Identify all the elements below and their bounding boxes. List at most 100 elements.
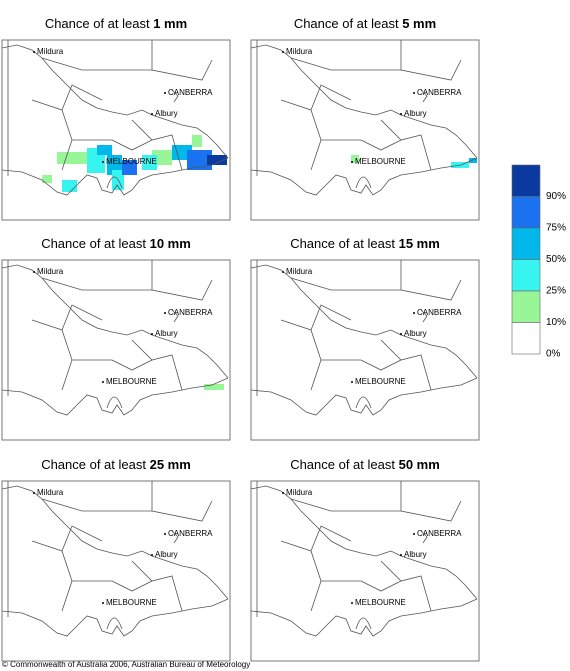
map: Mildura CANBERRA Albury MELBOURNE (1, 480, 231, 662)
boundary (106, 176, 123, 189)
boundary (400, 481, 462, 522)
panel-title: Chance of at least 10 mm (41, 236, 191, 251)
place-label: Mildura (37, 488, 64, 497)
place-dot (413, 533, 415, 535)
boundary (61, 84, 103, 111)
boundary (61, 359, 73, 391)
boundary (250, 44, 478, 159)
legend-label: 90% (546, 191, 566, 202)
boundary (151, 260, 213, 301)
map: Mildura CANBERRA Albury MELBOURNE (1, 39, 231, 221)
place-label: CANBERRA (168, 88, 213, 97)
place-label: MELBOURNE (106, 598, 157, 607)
legend-swatch (511, 290, 541, 323)
boundary (1, 377, 229, 416)
boundary (1, 157, 229, 196)
place-label: MELBOURNE (106, 377, 157, 386)
place-label: Albury (404, 109, 427, 118)
title-prefix: Chance of at least (294, 16, 402, 31)
boundary (61, 580, 73, 612)
place-dot (164, 312, 166, 314)
title-amount: 1 mm (153, 16, 187, 31)
rain-cell (42, 175, 52, 183)
place-dot (164, 92, 166, 94)
map-frame (1, 480, 231, 662)
boundary (171, 89, 179, 103)
boundary (151, 481, 213, 522)
place-label: CANBERRA (417, 88, 462, 97)
boundary (310, 359, 322, 391)
boundary (61, 525, 103, 552)
title-amount: 5 mm (402, 16, 436, 31)
title-prefix: Chance of at least (41, 457, 149, 472)
boundary (111, 359, 153, 371)
title-prefix: Chance of at least (45, 16, 153, 31)
place-label: CANBERRA (417, 308, 462, 317)
boundary (1, 598, 229, 637)
map: Mildura CANBERRA Albury MELBOURNE (250, 480, 480, 662)
place-label: CANBERRA (417, 529, 462, 538)
place-label: MELBOURNE (106, 157, 157, 166)
title-prefix: Chance of at least (41, 236, 149, 251)
boundary (310, 84, 352, 111)
place-dot (33, 271, 35, 273)
place-dot (351, 602, 353, 604)
rain-cell (204, 384, 224, 390)
boundary (290, 277, 401, 291)
legend-label: 50% (546, 254, 566, 265)
place-dot (33, 492, 35, 494)
map: Mildura CANBERRA Albury MELBOURNE (250, 39, 480, 221)
boundary (280, 540, 361, 582)
boundary (131, 119, 183, 171)
place-label: MELBOURNE (355, 377, 406, 386)
boundary (111, 139, 153, 151)
boundary (151, 40, 213, 81)
title-amount: 15 mm (399, 236, 440, 251)
boundary (131, 339, 183, 391)
legend-swatch (511, 259, 541, 292)
place-dot (102, 161, 104, 163)
map-frame (1, 259, 231, 441)
boundary (420, 530, 428, 544)
boundary (380, 339, 432, 391)
place-dot (400, 333, 402, 335)
boundary (250, 377, 478, 416)
place-label: Albury (155, 550, 178, 559)
boundary (360, 359, 402, 371)
boundary (1, 485, 229, 600)
place-dot (400, 554, 402, 556)
boundary (250, 598, 478, 637)
legend-swatch (511, 227, 541, 260)
boundary (355, 617, 372, 630)
boundary (41, 57, 152, 71)
place-label: MELBOURNE (355, 598, 406, 607)
map-frame (250, 39, 480, 221)
place-dot (164, 533, 166, 535)
boundary (31, 99, 112, 141)
place-dot (282, 492, 284, 494)
panel-title: Chance of at least 1 mm (45, 16, 187, 31)
panel-title: Chance of at least 50 mm (290, 457, 440, 472)
legend-label: 0% (546, 349, 561, 360)
boundary (380, 119, 432, 171)
place-label: CANBERRA (168, 308, 213, 317)
boundary (61, 304, 103, 331)
boundary (250, 157, 478, 196)
boundary (310, 139, 322, 171)
legend-swatch (511, 196, 541, 229)
copyright: © Commonwealth of Australia 2006, Austra… (2, 660, 250, 669)
title-amount: 10 mm (150, 236, 191, 251)
boundary (355, 396, 372, 409)
boundary (400, 40, 462, 81)
place-label: Mildura (286, 47, 313, 56)
boundary (31, 540, 112, 582)
place-label: Mildura (37, 267, 64, 276)
map-frame (250, 480, 480, 662)
place-label: Mildura (286, 267, 313, 276)
boundary (41, 277, 152, 291)
title-prefix: Chance of at least (290, 236, 398, 251)
panel-title: Chance of at least 5 mm (294, 16, 436, 31)
place-label: Mildura (286, 488, 313, 497)
boundary (400, 260, 462, 301)
boundary (106, 396, 123, 409)
